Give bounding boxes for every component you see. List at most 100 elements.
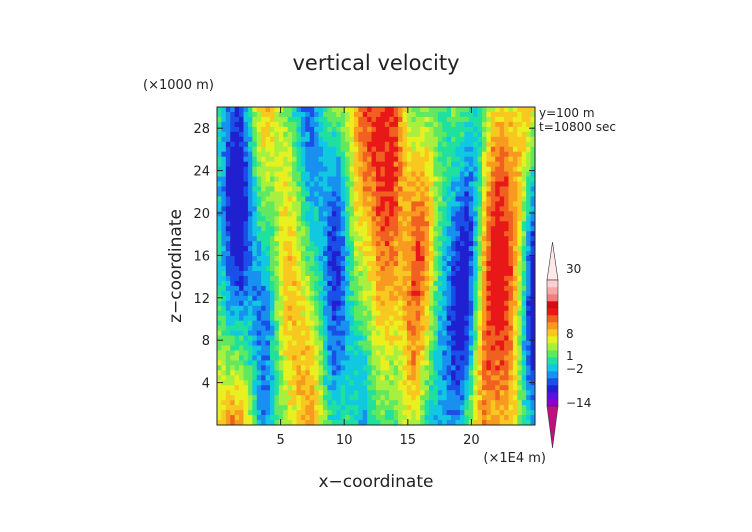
field-cell	[442, 350, 448, 356]
field-cell	[362, 280, 368, 287]
field-cell	[429, 111, 434, 118]
field-cell	[247, 355, 253, 361]
field-cell	[234, 156, 240, 163]
field-cell	[367, 251, 372, 257]
field-cell	[512, 370, 518, 376]
field-cell	[380, 400, 386, 406]
field-cell	[455, 395, 461, 401]
field-cell	[283, 231, 289, 237]
field-cell	[517, 261, 523, 267]
field-cell	[336, 256, 342, 262]
field-cell	[473, 201, 478, 207]
field-cell	[517, 246, 523, 252]
field-cell	[358, 251, 364, 257]
field-cell	[274, 275, 280, 282]
field-cell	[402, 111, 408, 118]
field-cell	[459, 201, 465, 207]
field-cell	[389, 420, 395, 425]
field-cell	[512, 206, 518, 212]
field-cell	[247, 216, 253, 222]
field-cell	[252, 216, 258, 222]
field-cell	[420, 330, 425, 336]
field-cell	[340, 156, 346, 163]
field-cell	[477, 201, 483, 207]
field-cell	[406, 370, 412, 376]
field-cell	[499, 290, 505, 297]
field-cell	[358, 186, 364, 192]
field-cell	[455, 206, 461, 212]
field-cell	[323, 385, 328, 391]
field-cell	[495, 146, 501, 153]
field-cell	[367, 186, 372, 192]
field-cell	[349, 325, 355, 331]
field-cell	[261, 375, 266, 381]
field-cell	[459, 196, 465, 202]
field-cell	[336, 365, 342, 371]
field-cell	[239, 315, 244, 322]
field-cell	[429, 176, 434, 182]
field-cell	[442, 151, 448, 158]
field-cell	[345, 111, 350, 118]
field-cell	[234, 166, 240, 172]
field-cell	[362, 290, 368, 297]
field-cell	[217, 211, 222, 217]
field-cell	[459, 340, 465, 346]
field-cell	[521, 345, 527, 351]
field-cell	[287, 176, 293, 182]
field-cell	[530, 141, 535, 148]
field-cell	[512, 221, 518, 227]
field-cell	[411, 405, 417, 411]
field-cell	[451, 390, 456, 396]
field-cell	[424, 290, 430, 297]
field-cell	[287, 405, 293, 411]
field-cell	[261, 370, 266, 376]
field-cell	[459, 246, 465, 252]
field-cell	[336, 380, 342, 386]
field-cell	[384, 300, 390, 307]
field-cell	[504, 146, 509, 153]
field-cell	[389, 375, 395, 381]
field-cell	[446, 171, 452, 177]
field-cell	[415, 181, 421, 187]
field-cell	[446, 295, 452, 302]
field-cell	[247, 295, 253, 302]
field-cell	[473, 340, 478, 346]
field-cell	[353, 107, 359, 113]
field-cell	[521, 405, 527, 411]
field-cell	[217, 121, 222, 128]
field-cell	[234, 261, 240, 267]
field-cell	[486, 206, 492, 212]
colorbar-swatch	[547, 343, 558, 351]
field-cell	[278, 186, 284, 192]
field-cell	[353, 211, 359, 217]
field-cell	[261, 241, 266, 247]
y-tick-label: 4	[202, 377, 210, 392]
field-cell	[278, 365, 284, 371]
field-cell	[243, 375, 249, 381]
field-cell	[530, 251, 535, 257]
field-cell	[234, 400, 240, 406]
field-cell	[270, 415, 275, 421]
field-cell	[265, 181, 271, 187]
field-cell	[473, 360, 478, 366]
field-cell	[230, 261, 236, 267]
field-cell	[376, 400, 381, 406]
field-cell	[283, 340, 289, 346]
field-cell	[314, 365, 319, 371]
field-cell	[530, 166, 535, 172]
field-cell	[230, 310, 236, 317]
field-cell	[353, 181, 359, 187]
field-cell	[473, 400, 478, 406]
field-cell	[411, 116, 417, 123]
field-cell	[270, 385, 275, 391]
field-cell	[256, 345, 262, 351]
field-cell	[526, 121, 531, 128]
field-cell	[296, 107, 302, 113]
field-cell	[243, 325, 249, 331]
field-cell	[283, 126, 289, 133]
field-cell	[420, 335, 425, 341]
field-cell	[437, 275, 443, 282]
field-cell	[406, 335, 412, 341]
field-cell	[442, 121, 448, 128]
field-cell	[278, 290, 284, 297]
